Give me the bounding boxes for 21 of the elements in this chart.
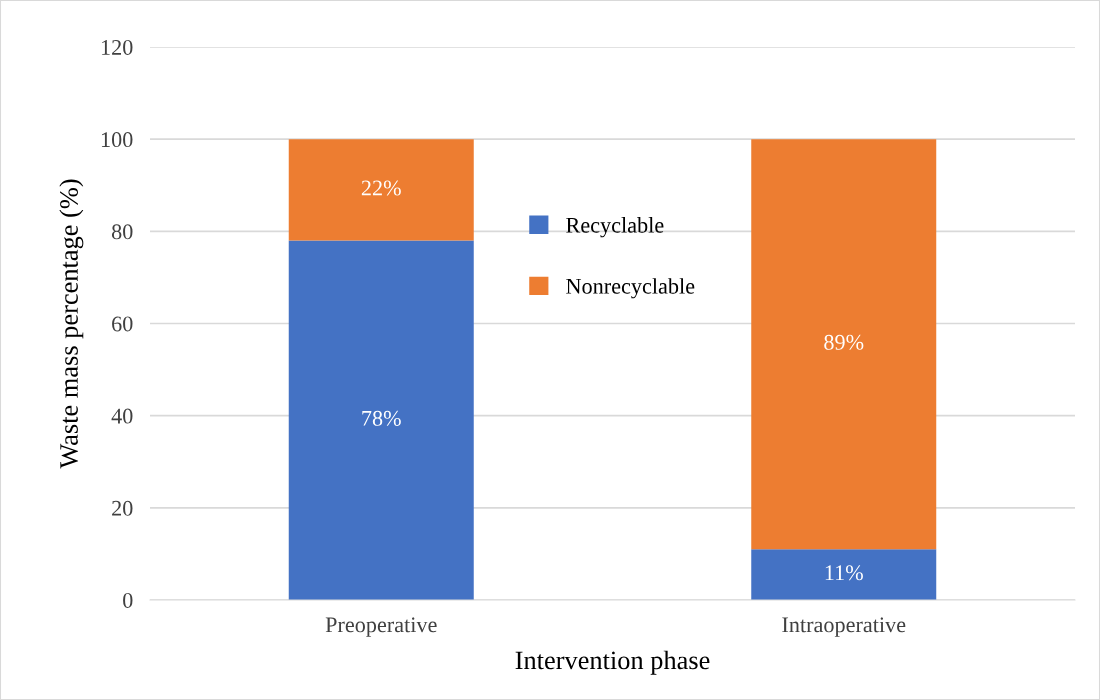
- x-tick-label: Preoperative: [325, 617, 437, 637]
- y-tick-label: 0: [123, 592, 133, 608]
- x-axis-title: Intervention phase: [515, 650, 710, 675]
- data-label: 78%: [362, 410, 401, 426]
- y-tick-label: 40: [111, 408, 133, 424]
- data-label: 89%: [824, 334, 864, 350]
- y-tick-label: 20: [112, 500, 133, 516]
- y-axis-title: Waste mass percentage (%): [59, 179, 84, 469]
- y-tick-label: 100: [101, 132, 133, 148]
- legend-label: Recyclable: [566, 217, 664, 238]
- bar: [751, 139, 937, 550]
- y-tick-label: 60: [112, 316, 133, 332]
- bar: [288, 139, 474, 241]
- bar: [751, 549, 937, 600]
- data-label: 11%: [825, 565, 863, 581]
- data-label: 22%: [361, 180, 401, 196]
- legend-label: Nonrecyclable: [566, 278, 695, 299]
- x-tick-label: Intraoperative: [782, 617, 906, 637]
- bar: [288, 240, 474, 600]
- y-tick-label: 80: [111, 224, 133, 240]
- y-tick-label: 120: [101, 39, 133, 55]
